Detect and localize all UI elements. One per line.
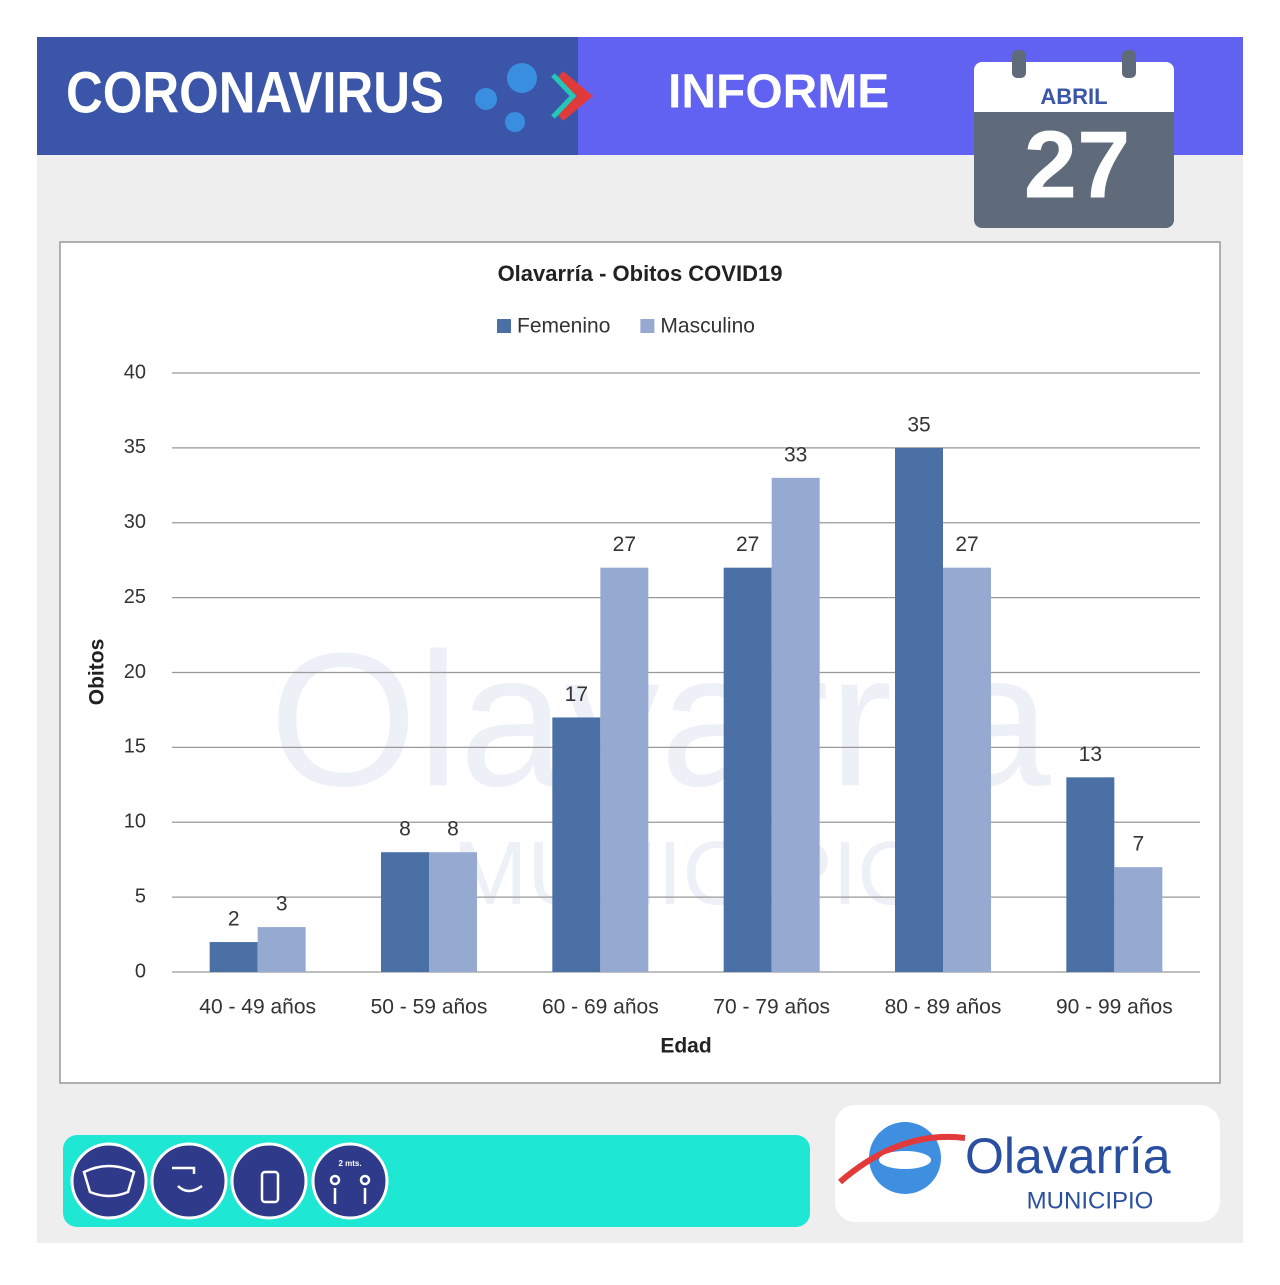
value-label: 35 [907,413,930,436]
legend-label: Masculino [660,315,755,338]
y-tick-label: 20 [124,661,146,683]
watermark-sub: MUNICIPIO [452,824,927,924]
chevron [556,71,593,121]
virus-icons [475,63,537,132]
header-title: CORONAVIRUS [66,60,444,125]
value-label: 33 [784,443,807,466]
x-tick-label: 60 - 69 años [542,996,659,1019]
value-label: 7 [1132,833,1144,856]
legend-swatch [640,319,655,333]
legend-swatch [497,319,511,333]
y-tick-label: 15 [124,736,146,758]
bar [771,477,820,972]
x-tick-label: 50 - 59 años [371,996,488,1019]
calendar-month: ABRIL [1040,84,1107,109]
x-tick-label: 70 - 79 años [713,996,830,1019]
bar [943,567,991,972]
x-tick-label: 80 - 89 años [885,996,1002,1019]
logo-name: Olavarría [965,1128,1171,1184]
legend-label: Femenino [517,315,610,338]
bar [209,942,258,972]
y-tick-label: 5 [135,885,146,907]
value-label: 8 [447,818,459,841]
header-report: INFORME [668,66,889,119]
y-tick-label: 0 [135,960,146,982]
value-label: 3 [276,893,288,916]
bar [381,852,429,972]
x-tick-label: 90 - 99 años [1056,996,1173,1019]
logo-sub: MUNICIPIO [1027,1187,1154,1214]
distance-label: 2 mts. [338,1159,361,1168]
y-tick-label: 40 [124,361,146,383]
bar [1114,867,1163,972]
bar [257,927,306,972]
calendar: ABRIL 27 [974,50,1174,228]
chart-title: Olavarría - Obitos COVID19 [498,261,783,286]
icons [70,1142,389,1220]
value-label: 17 [565,683,588,706]
chevron [551,73,577,119]
bar [895,447,943,972]
value-label: 8 [399,818,411,841]
bar [600,567,649,972]
x-tick-label: 40 - 49 años [199,996,316,1019]
value-label: 2 [228,908,240,931]
value-label: 27 [736,533,759,556]
y-tick-label: 35 [124,436,146,458]
icon-glyphs [82,1164,371,1204]
logo-mark [838,1122,966,1194]
x-axis-label: Edad [660,1035,711,1058]
plot: 0 5 10 15 20 25 30 35 40 Femenino Masculino 40 - 49… [124,315,1200,1019]
bar [429,852,477,972]
y-axis-label: Obitos [86,639,109,706]
value-label: 27 [955,533,978,556]
value-label: 13 [1079,743,1102,766]
value-label: 27 [613,533,636,556]
calendar-day: 27 [1024,111,1131,218]
bar [552,717,601,972]
y-tick-label: 10 [124,811,146,833]
bar [723,567,772,972]
y-tick-label: 30 [124,511,146,533]
y-tick-label: 25 [124,586,146,608]
bar [1066,777,1115,972]
